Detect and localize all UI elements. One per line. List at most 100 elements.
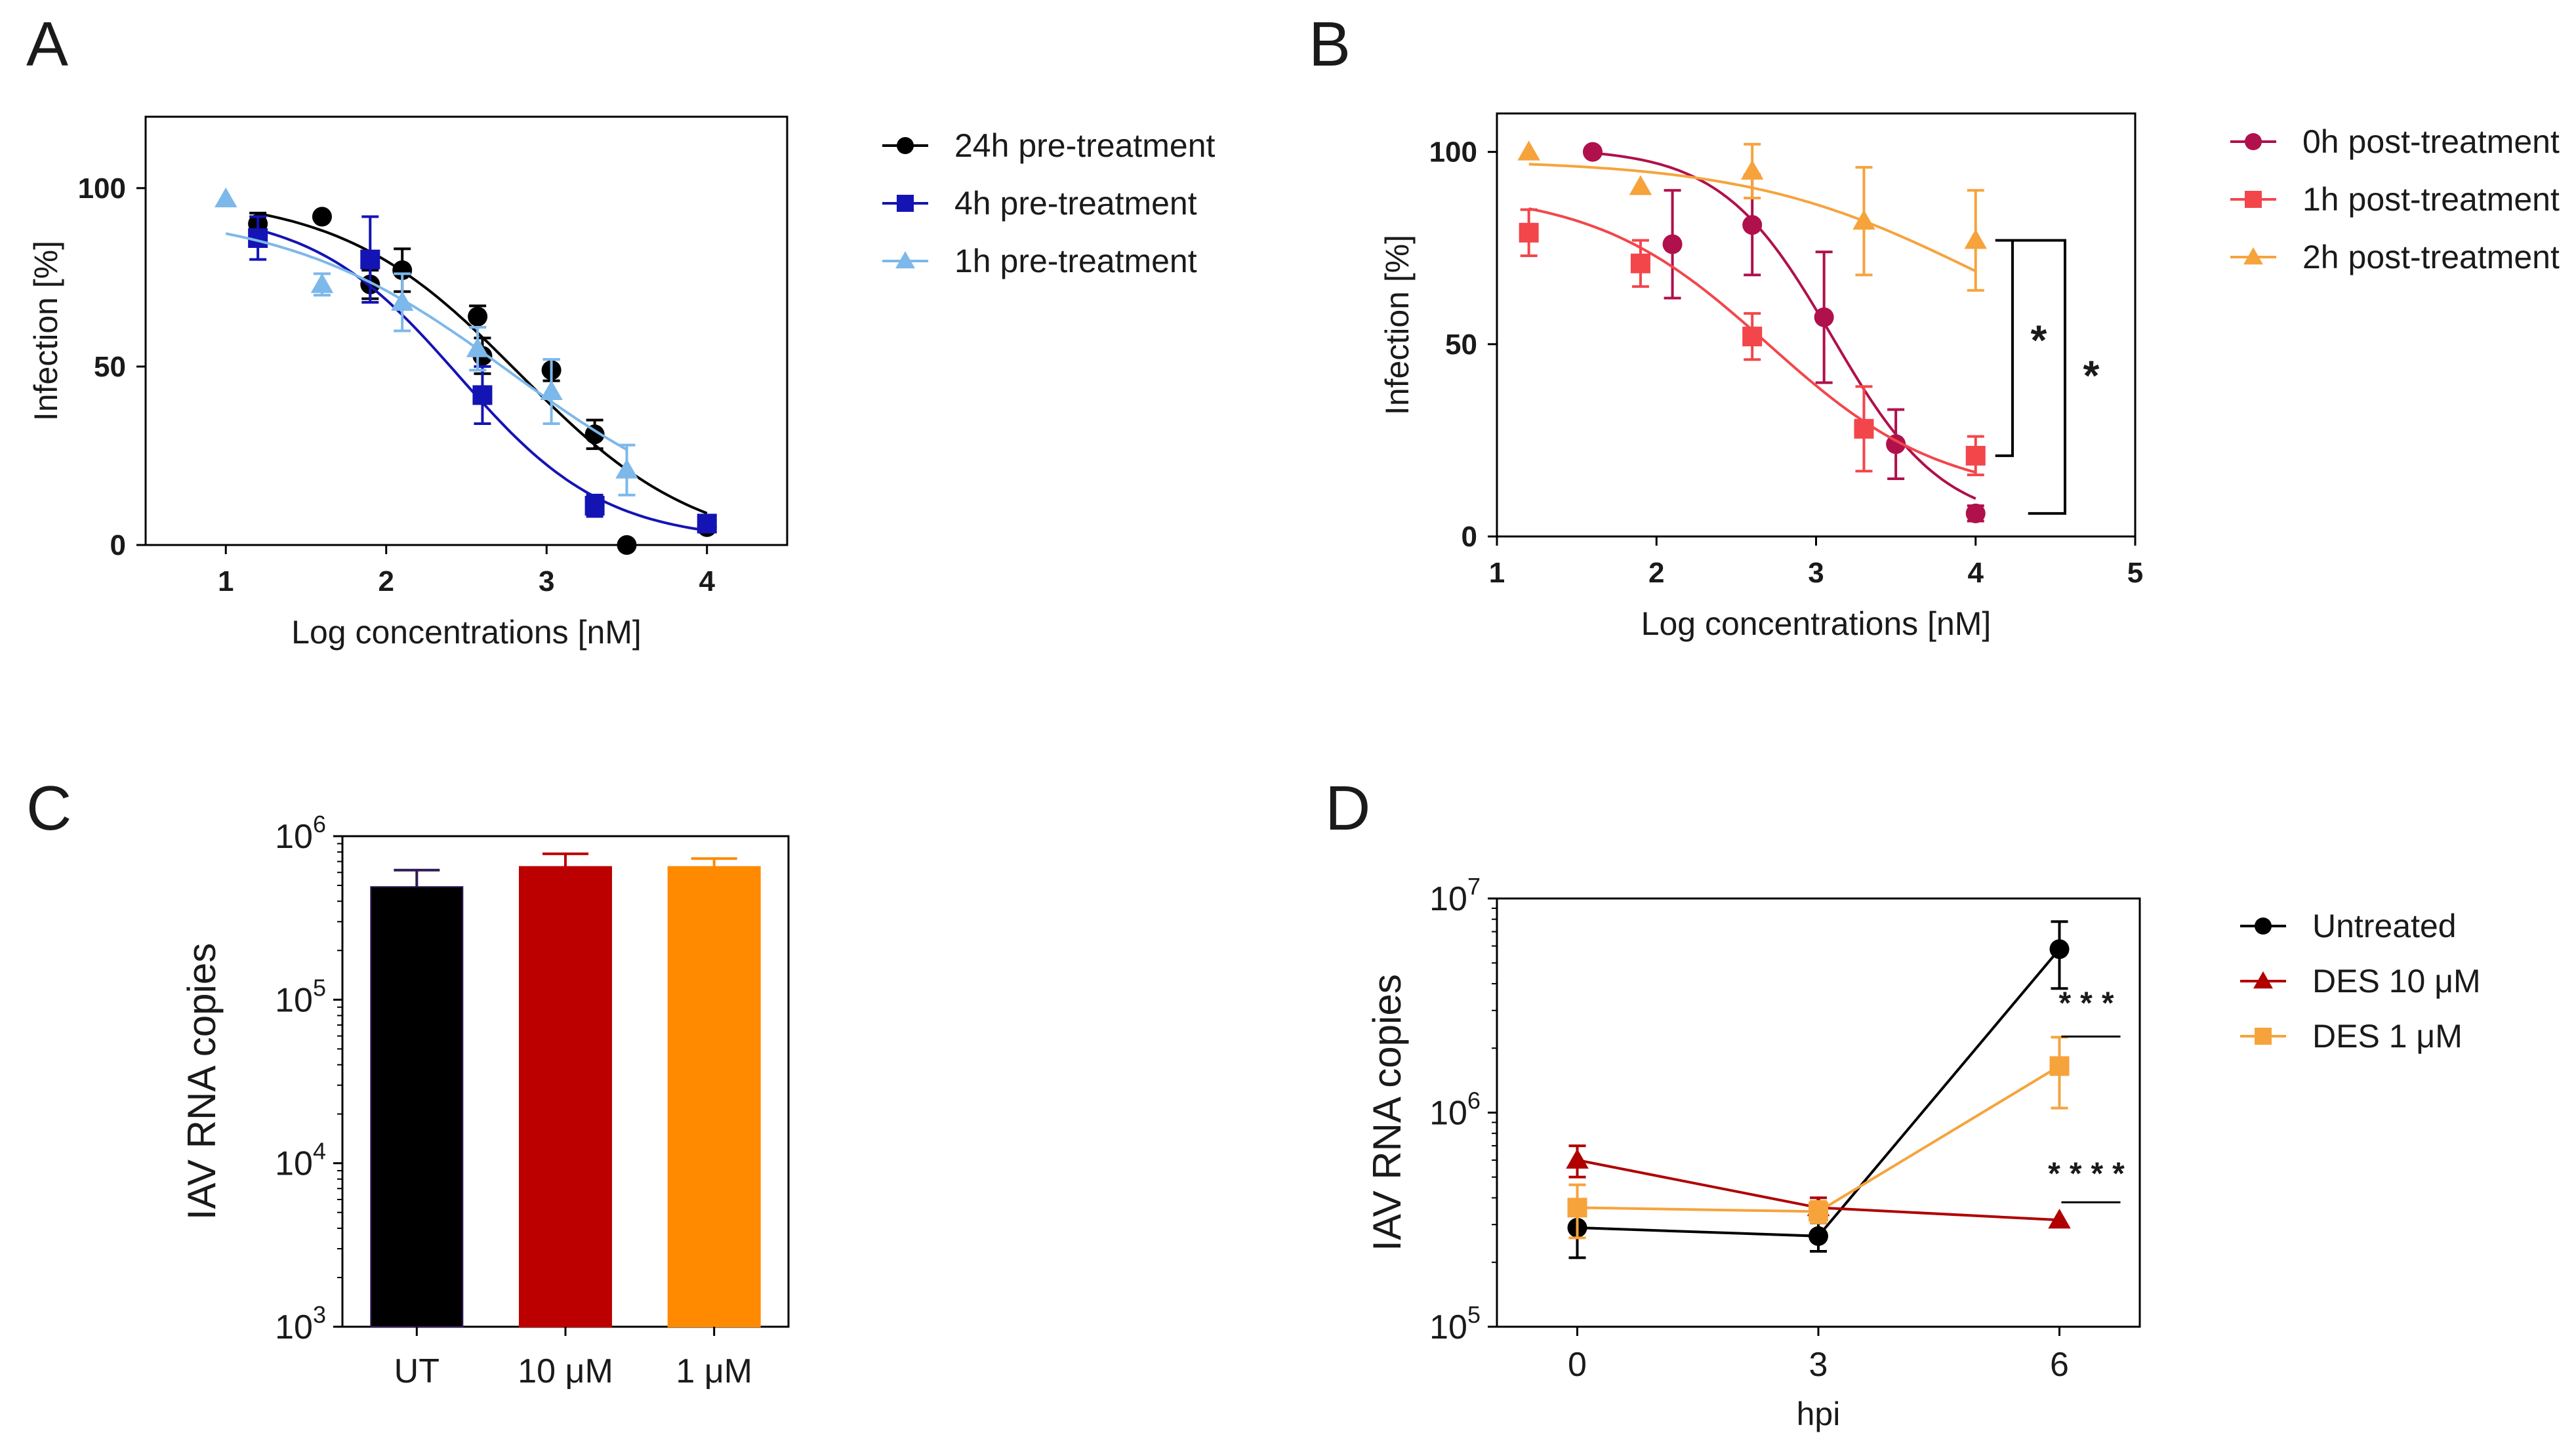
data-point-a-2-2: [390, 291, 414, 311]
data-point-b-0-5: [1965, 503, 1986, 523]
significance-star-b-0: *: [2031, 317, 2047, 364]
y-axis-title-b: Infection [%]: [1379, 235, 1416, 415]
data-point-b-2-0: [1517, 140, 1540, 161]
data-point-d-1-0: [1566, 1148, 1589, 1169]
x-tick-label-a-0: 1: [218, 565, 234, 597]
x-tick-label-d-1: 3: [1809, 1346, 1828, 1384]
data-point-a-0-1: [312, 207, 332, 227]
legend-marker-d-1: [2253, 971, 2273, 989]
data-point-a-0-4: [468, 306, 488, 327]
legend-marker-a-1: [897, 195, 914, 212]
series-line-d-0: [1577, 948, 2061, 1238]
data-point-a-2-4: [540, 380, 563, 400]
x-axis-title-a: Log concentrations [nM]: [291, 614, 642, 651]
data-point-a-2-0: [215, 187, 237, 208]
legend-marker-b-2: [2243, 247, 2263, 265]
x-tick-label-c-1: 10 μM: [518, 1352, 613, 1390]
data-point-a-1-2: [472, 385, 493, 405]
x-tick-label-b-1: 2: [1648, 557, 1664, 589]
y-tick-label-c-2: 105: [275, 974, 326, 1019]
legend-marker-b-0: [2245, 133, 2262, 150]
plot-frame-a: [144, 115, 788, 546]
bar-c-0: [370, 886, 464, 1327]
legend-label-a-1: 4h pre-treatment: [954, 185, 1197, 222]
bar-c-1: [519, 866, 612, 1328]
legend-marker-d-2: [2255, 1028, 2272, 1045]
y-tick-label-c-1: 104: [275, 1138, 326, 1183]
data-point-a-2-5: [615, 458, 638, 479]
data-point-b-2-1: [1629, 175, 1652, 195]
legend-marker-a-0: [897, 137, 914, 154]
data-point-d-2-2: [2049, 1056, 2070, 1076]
legend-marker-d-0: [2255, 918, 2272, 935]
legend-label-d-0: Untreated: [2312, 908, 2457, 944]
fit-curve-b-0: [1592, 151, 1976, 500]
y-axis-title-d: IAV RNA copies: [1365, 974, 1409, 1251]
data-point-b-2-3: [1852, 209, 1875, 230]
x-tick-label-c-0: UT: [394, 1352, 440, 1390]
data-point-a-0-7: [584, 424, 605, 445]
y-tick-label-d-1: 106: [1429, 1087, 1481, 1133]
y-tick-label-a-0: 0: [110, 529, 126, 561]
x-tick-label-b-4: 5: [2127, 557, 2143, 589]
chart-panel-c: 103 104 105 106 UT 10 μM 1 μM IAV RNA copies: [180, 811, 790, 1390]
legend-marker-b-1: [2245, 191, 2262, 208]
x-axis-title-b: Log concentrations [nM]: [1641, 605, 1992, 642]
y-axis-title-c: IAV RNA copies: [180, 943, 224, 1220]
chart-panel-a: 1 2 3 4 0 50 100 Log concentrations [nM] Infecti…: [28, 115, 1216, 651]
x-axis-title-d: hpi: [1797, 1396, 1841, 1432]
y-tick-label-b-0: 0: [1462, 521, 1477, 553]
fit-curve-a-2: [225, 232, 628, 451]
legend-label-b-2: 2h post-treatment: [2302, 239, 2560, 275]
data-point-b-0-1: [1662, 234, 1683, 254]
data-point-a-0-8: [617, 535, 637, 555]
legend-label-d-1: DES 10 μM: [2312, 963, 2481, 999]
data-point-d-2-0: [1567, 1198, 1587, 1218]
significance-star-b-1: *: [2083, 352, 2100, 399]
y-axis-title-a: Infection [%]: [28, 241, 64, 421]
data-point-a-0-3: [392, 260, 413, 280]
y-tick-label-b-2: 100: [1429, 136, 1477, 169]
significance-bracket-b-outer: [2013, 239, 2066, 515]
y-tick-label-a-1: 50: [94, 351, 126, 383]
data-point-d-0-1: [1809, 1226, 1828, 1246]
significance-star-d-1: ****: [2048, 1156, 2134, 1191]
x-tick-label-d-2: 6: [2050, 1346, 2069, 1384]
x-tick-label-d-0: 0: [1568, 1346, 1587, 1384]
y-tick-label-c-0: 103: [275, 1301, 326, 1346]
data-point-a-2-3: [466, 337, 489, 357]
data-point-b-1-3: [1854, 418, 1874, 439]
data-point-a-1-4: [697, 514, 717, 534]
data-point-a-1-1: [360, 249, 380, 270]
y-tick-label-d-0: 105: [1429, 1301, 1481, 1346]
x-tick-label-a-2: 3: [539, 565, 554, 597]
data-point-b-2-2: [1740, 159, 1764, 180]
x-tick-label-b-2: 3: [1808, 557, 1824, 589]
bar-c-2: [667, 866, 761, 1328]
legend-label-d-2: DES 1 μM: [2312, 1018, 2463, 1055]
x-tick-label-a-1: 2: [378, 565, 394, 597]
y-tick-label-d-2: 107: [1429, 873, 1481, 918]
y-tick-label-a-2: 100: [78, 172, 126, 205]
data-point-b-1-2: [1742, 327, 1763, 347]
legend-label-b-0: 0h post-treatment: [2302, 123, 2560, 160]
data-point-b-1-1: [1630, 253, 1650, 273]
plot-frame-d: [1496, 897, 2141, 1328]
data-point-b-1-4: [1965, 445, 1986, 466]
significance-star-d-0: ***: [2058, 986, 2123, 1020]
panel-label-a: A: [26, 9, 68, 79]
data-point-a-1-3: [584, 496, 605, 516]
data-point-d-0-2: [2049, 939, 2070, 959]
panel-label-c: C: [26, 773, 72, 843]
data-point-b-1-0: [1519, 222, 1539, 243]
data-point-d-1-2: [2048, 1209, 2071, 1229]
legend-label-a-0: 24h pre-treatment: [954, 127, 1216, 164]
y-tick-label-c-3: 106: [275, 811, 326, 856]
legend-label-a-2: 1h pre-treatment: [954, 243, 1197, 279]
data-point-b-2-4: [1964, 229, 1987, 249]
data-point-b-0-3: [1814, 307, 1834, 327]
x-tick-label-c-2: 1 μM: [676, 1352, 752, 1390]
data-point-b-0-2: [1742, 215, 1763, 235]
